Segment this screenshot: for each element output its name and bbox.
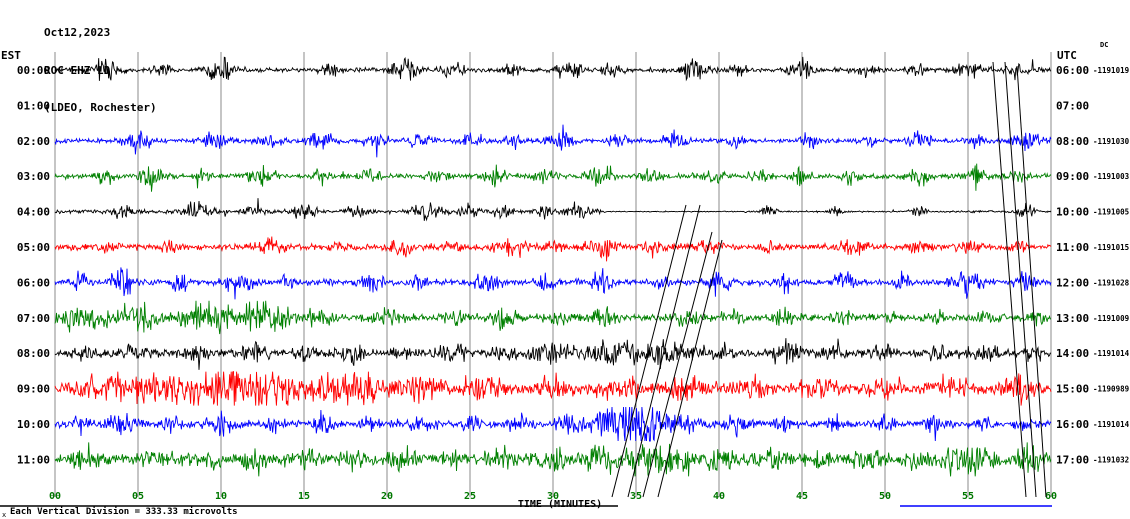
trace-03:00 [54, 163, 1052, 192]
utc-hour-label: 11:00 [1056, 241, 1089, 254]
trace-05:00 [54, 236, 1052, 262]
x-tick-label: 35 [630, 491, 642, 502]
trace-06:00 [54, 267, 1052, 300]
moveout-line [611, 204, 687, 498]
utc-offset-label: -1191003 [1093, 172, 1130, 181]
trace-02:00 [54, 124, 1052, 158]
utc-hour-label: 12:00 [1056, 276, 1089, 289]
x-tick-label: 30 [547, 491, 559, 502]
dc-label: DC [1100, 41, 1109, 49]
x-tick-label: 60 [1045, 491, 1057, 502]
est-hour-label: 10:00 [17, 418, 50, 431]
est-hour-label: 07:00 [17, 312, 50, 325]
header: Oct12,2023 ROC EHZ LD -- (LDEO, Rocheste… [44, 2, 157, 140]
utc-offset-label: -1191014 [1093, 420, 1130, 429]
x-tick-label: 55 [962, 491, 974, 502]
footer-note: Each Vertical Division = 333.33 microvol… [10, 507, 238, 517]
est-hour-label: 03:00 [17, 170, 50, 183]
trace-07:00 [54, 300, 1051, 335]
est-hour-label: 08:00 [17, 347, 50, 360]
x-tick-label: 25 [464, 491, 476, 502]
utc-hour-label: 08:00 [1056, 135, 1089, 148]
trace-04:00 [54, 198, 1052, 222]
x-tick-label: 10 [215, 491, 227, 502]
utc-hour-label: 07:00 [1056, 99, 1089, 112]
est-hour-label: 11:00 [17, 453, 50, 466]
est-hour-label: 04:00 [17, 206, 50, 219]
utc-offset-label: -1191015 [1093, 243, 1129, 252]
est-hour-label: 06:00 [17, 276, 50, 289]
utc-offset-label: -1191030 [1093, 137, 1130, 146]
utc-offset-label: -1191028 [1093, 278, 1130, 287]
utc-offset-label: -1191019 [1093, 66, 1130, 75]
moveout-line [642, 231, 713, 498]
x-tick-label: 40 [713, 491, 725, 502]
header-location: (LDEO, Rochester) [44, 101, 157, 114]
utc-hour-label: 14:00 [1056, 347, 1089, 360]
utc-hour-label: 15:00 [1056, 383, 1089, 396]
utc-hour-label: 17:00 [1056, 453, 1089, 466]
x-tick-label: 00 [49, 491, 61, 502]
utc-hour-label: 16:00 [1056, 418, 1089, 431]
trace-11:00 [54, 442, 1052, 477]
trace-10:00 [54, 406, 1052, 442]
trace-08:00 [54, 338, 1052, 370]
utc-hour-label: 06:00 [1056, 64, 1089, 77]
right-timezone-label: UTC [1057, 49, 1077, 62]
left-timezone-label: EST [1, 49, 21, 62]
est-hour-label: 01:00 [17, 99, 50, 112]
x-tick-label: 05 [132, 491, 144, 502]
utc-hour-label: 13:00 [1056, 312, 1089, 325]
utc-offset-label: -1191014 [1093, 349, 1130, 358]
moveout-line [657, 239, 723, 498]
x-axis-title: TIME (MINUTES) [517, 499, 603, 510]
header-date: Oct12,2023 [44, 26, 111, 39]
moveout-line [1004, 61, 1037, 498]
utc-hour-label: 10:00 [1056, 206, 1089, 219]
utc-offset-label: -1191032 [1093, 455, 1129, 464]
utc-offset-label: -1190989 [1093, 385, 1130, 394]
utc-offset-label: -1191009 [1093, 314, 1130, 323]
x-tick-label: 45 [796, 491, 808, 502]
moveout-line [1016, 65, 1047, 498]
header-station: ROC EHZ LD -- [44, 63, 131, 77]
x-tick-label: 15 [298, 491, 310, 502]
utc-hour-label: 09:00 [1056, 170, 1089, 183]
trace-09:00 [54, 370, 1052, 406]
footer-marker: x [2, 511, 7, 519]
x-tick-label: 20 [381, 491, 393, 502]
est-hour-label: 05:00 [17, 241, 50, 254]
x-tick-label: 50 [879, 491, 891, 502]
moveout-line [627, 204, 701, 498]
est-hour-label: 02:00 [17, 135, 50, 148]
utc-offset-label: -1191005 [1093, 208, 1129, 217]
est-hour-label: 00:00 [17, 64, 50, 77]
trace-00:00 [54, 56, 1052, 82]
est-hour-label: 09:00 [17, 383, 50, 396]
moveout-line [992, 61, 1027, 498]
